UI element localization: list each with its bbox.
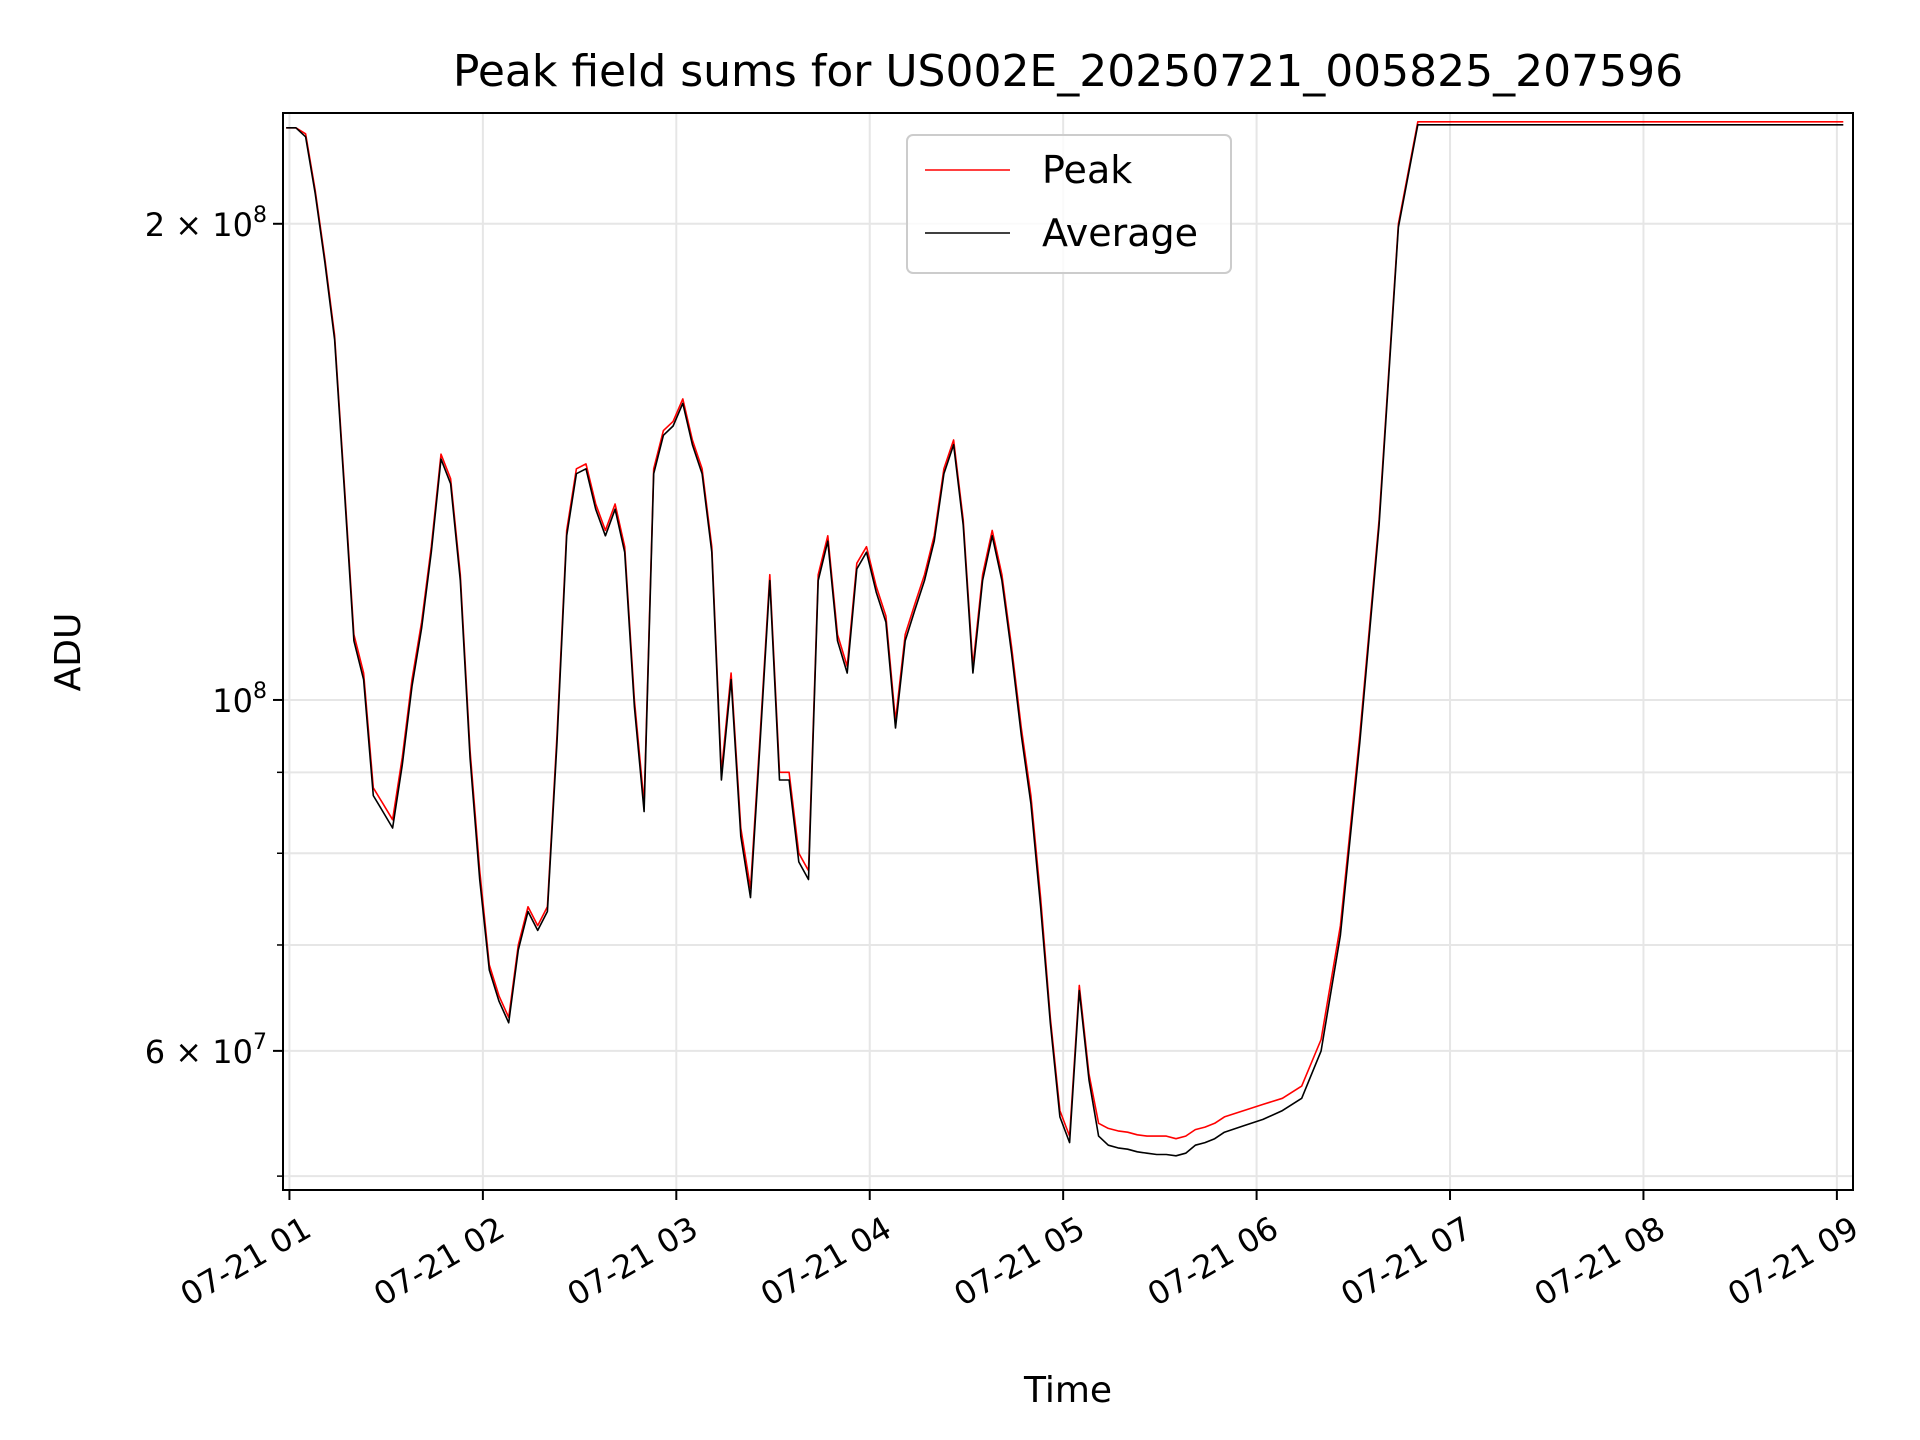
x-tick-label: 07-21 08 <box>1528 1209 1672 1314</box>
x-axis-title: Time <box>1023 1370 1112 1411</box>
x-tick-label: 07-21 09 <box>1721 1209 1865 1314</box>
x-tick-label: 07-21 05 <box>948 1209 1092 1314</box>
x-tick-label: 07-21 02 <box>367 1209 511 1314</box>
legend-label-peak: Peak <box>1042 148 1132 192</box>
series-line-peak <box>286 121 1844 1140</box>
legend: Peak Average <box>906 134 1232 274</box>
y-axis: 6 × 107 108 2 × 108 <box>145 203 283 1177</box>
y-tick-label: 2 × 108 <box>145 203 267 244</box>
x-tick-label: 07-21 04 <box>754 1209 898 1314</box>
chart-title: Peak field sums for US002E_20250721_0058… <box>453 46 1683 97</box>
series-line-average <box>286 124 1844 1157</box>
y-tick-label: 6 × 107 <box>145 1030 267 1071</box>
y-axis-title: ADU <box>48 613 89 692</box>
x-axis: 07-21 01 07-21 02 07-21 03 07-21 04 07-21 05… <box>174 1190 1865 1314</box>
x-tick-label: 07-21 06 <box>1141 1209 1285 1314</box>
x-tick-label: 07-21 07 <box>1334 1209 1478 1314</box>
plot-area-frame <box>282 112 1854 1191</box>
grid-lines <box>283 113 1853 1190</box>
series-lines <box>286 121 1844 1157</box>
legend-label-average: Average <box>1042 211 1198 255</box>
y-tick-label: 108 <box>212 679 267 720</box>
x-tick-label: 07-21 01 <box>174 1209 318 1314</box>
x-tick-label: 07-21 03 <box>561 1209 705 1314</box>
